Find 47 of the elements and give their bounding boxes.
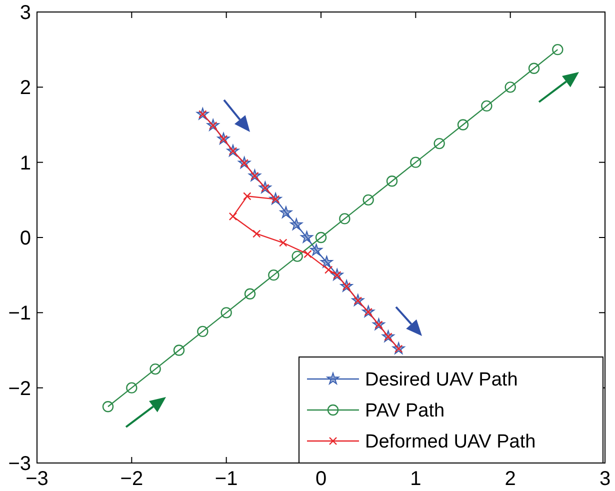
point — [324, 266, 333, 274]
x-tick-label: −2 — [120, 468, 144, 490]
point — [310, 244, 322, 256]
point — [280, 206, 292, 218]
point — [320, 256, 333, 268]
point — [362, 194, 374, 206]
point — [304, 250, 312, 258]
x-tick-label: 0 — [315, 468, 327, 490]
y-tick-label: −2 — [8, 378, 31, 400]
y-tick-label: 1 — [20, 152, 31, 174]
point — [300, 231, 313, 243]
point — [228, 212, 238, 221]
point — [339, 213, 350, 224]
point — [173, 344, 185, 356]
y-tick-label: −3 — [8, 453, 31, 475]
point — [457, 119, 469, 130]
point — [410, 156, 422, 168]
point — [481, 100, 492, 112]
point — [126, 382, 138, 394]
y-tick-label: −1 — [8, 302, 31, 325]
point — [244, 288, 256, 300]
legend-label: PAV Path — [365, 400, 445, 422]
legend-label: Desired UAV Path — [365, 370, 518, 391]
point — [220, 307, 232, 318]
x-tick-label: 1 — [410, 468, 422, 490]
point — [243, 192, 252, 200]
point — [102, 401, 114, 412]
y-tick-label: 2 — [20, 77, 31, 100]
legend-label: Deformed UAV Path — [365, 432, 536, 453]
x-tick-label: −1 — [214, 468, 238, 490]
x-tick-label: 2 — [504, 468, 516, 490]
point — [268, 269, 280, 281]
point — [197, 326, 208, 338]
point — [528, 62, 540, 74]
point — [150, 363, 161, 375]
point — [279, 238, 288, 247]
point — [290, 218, 303, 230]
point — [252, 230, 261, 238]
x-tick-label: 3 — [599, 468, 611, 490]
point — [504, 82, 516, 93]
point — [434, 138, 445, 150]
point — [292, 250, 303, 262]
point — [315, 232, 327, 244]
y-tick-label: 0 — [20, 228, 31, 250]
point — [552, 44, 564, 56]
point — [386, 176, 398, 187]
y-tick-label: 3 — [20, 2, 31, 24]
